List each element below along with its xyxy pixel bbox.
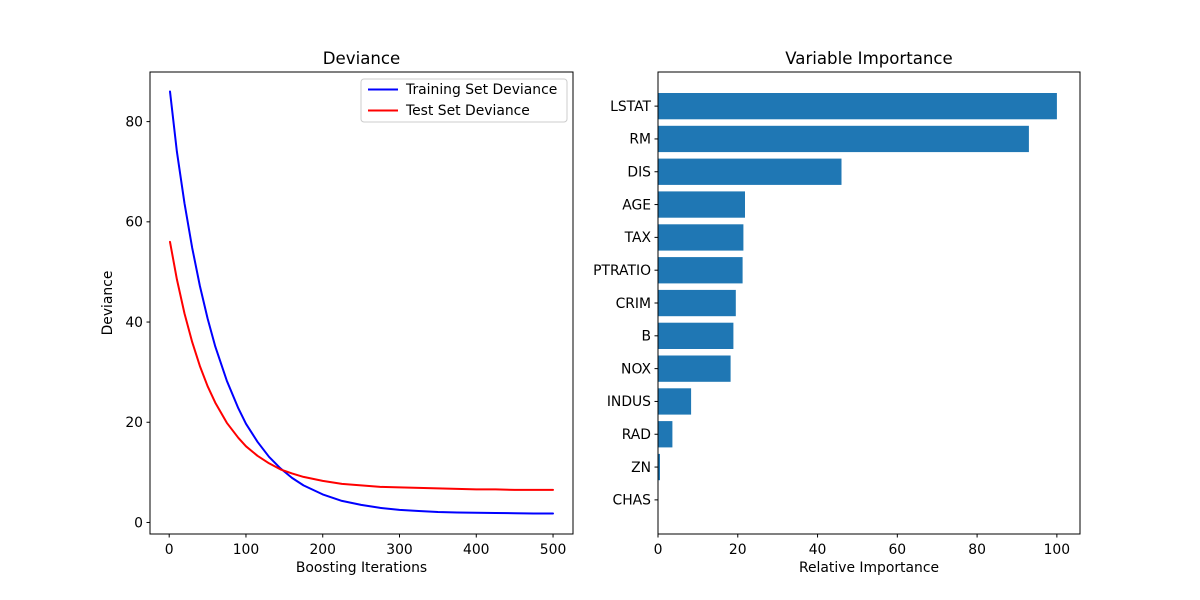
legend-box <box>360 78 568 123</box>
importance-bar-ptratio <box>658 257 743 284</box>
category-label: RAD <box>622 427 651 443</box>
y-tick-label: 60 <box>125 215 143 231</box>
x-tick-label: 500 <box>540 542 567 558</box>
y-tick-label: 0 <box>134 515 143 531</box>
category-label: CHAS <box>613 493 652 509</box>
importance-bars <box>658 93 1057 514</box>
category-label: PTRATIO <box>593 263 651 279</box>
importance-bar-lstat <box>658 93 1057 120</box>
y-tick-label: 80 <box>125 114 143 130</box>
category-label: ZN <box>631 460 651 476</box>
x-tick-label: 100 <box>1044 542 1071 558</box>
importance-bar-indus <box>658 388 692 415</box>
importance-bar-rm <box>658 125 1029 153</box>
right-chart-title: Variable Importance <box>785 49 953 68</box>
x-tick-label: 300 <box>386 542 413 558</box>
left-chart-title: Deviance <box>323 49 400 68</box>
importance-bar-b <box>658 322 734 349</box>
left-ylabel: Deviance <box>100 271 116 336</box>
x-tick-label: 40 <box>809 542 827 558</box>
x-tick-label: 80 <box>968 542 986 558</box>
left-axes-frame <box>149 71 574 535</box>
x-tick-label: 200 <box>309 542 336 558</box>
category-label: CRIM <box>616 296 651 312</box>
right-xlabel: Relative Importance <box>799 560 939 576</box>
category-label: RM <box>629 132 651 148</box>
deviance-line-chart: Deviance 0 100 200 300 400 500 0 20 40 60 80 Boost… <box>100 49 574 576</box>
importance-bar-zn <box>658 453 660 481</box>
x-tick-label: 0 <box>654 542 663 558</box>
deviance-series-lines <box>169 90 554 515</box>
category-label: DIS <box>627 165 651 181</box>
importance-bar-crim <box>658 289 736 317</box>
left-axis-ticks: 0 100 200 300 400 500 0 20 40 60 80 <box>125 114 566 558</box>
category-labels: LSTAT RM DIS AGE TAX PTRATIO CRIM B NOX INDUS RAD Z… <box>593 99 651 509</box>
category-label: AGE <box>622 197 651 213</box>
category-label: B <box>641 329 651 345</box>
test-deviance-line <box>169 240 554 491</box>
x-tick-label: 20 <box>729 542 747 558</box>
legend-label-training: Training Set Deviance <box>405 82 557 98</box>
x-tick-label: 100 <box>233 542 260 558</box>
left-xlabel: Boosting Iterations <box>296 560 427 576</box>
training-deviance-line <box>169 90 554 515</box>
right-axis-ticks: 0 20 40 60 80 100 <box>654 105 1071 558</box>
legend: Training Set Deviance Test Set Deviance <box>360 78 568 123</box>
importance-bar-tax <box>658 224 744 251</box>
category-label: TAX <box>624 230 652 246</box>
x-tick-label: 0 <box>165 542 174 558</box>
category-label: INDUS <box>607 394 651 410</box>
importance-bar-rad <box>658 421 673 448</box>
y-tick-label: 40 <box>125 315 143 331</box>
importance-bar-age <box>658 191 745 218</box>
importance-bar-dis <box>658 158 842 185</box>
importance-bar-nox <box>658 355 731 382</box>
x-tick-label: 60 <box>888 542 906 558</box>
legend-label-test: Test Set Deviance <box>405 103 530 119</box>
x-tick-label: 400 <box>463 542 490 558</box>
variable-importance-bar-chart: Variable Importance 0 20 40 60 80 100 LSTAT RM… <box>593 49 1081 576</box>
category-label: LSTAT <box>610 99 651 115</box>
y-tick-label: 20 <box>125 415 143 431</box>
category-label: NOX <box>621 361 651 377</box>
